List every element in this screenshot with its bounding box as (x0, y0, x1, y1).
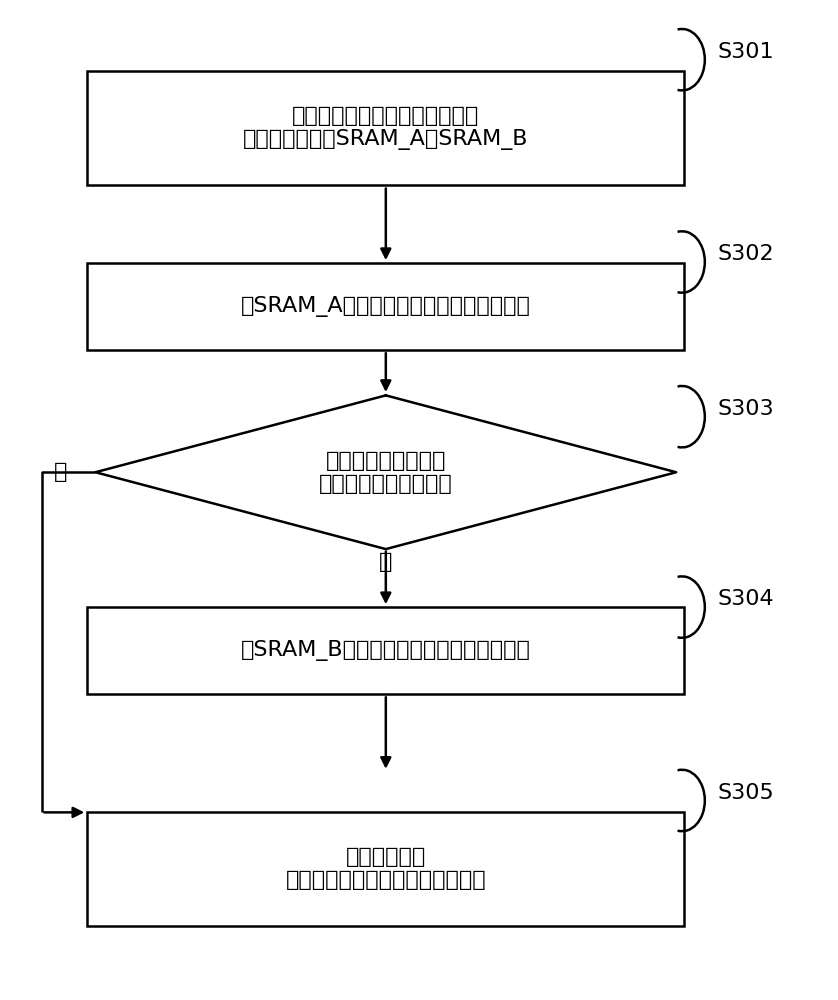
Text: S303: S303 (717, 399, 774, 419)
Text: 将当前发送的
序列号信息标记为合法序列号信息: 将当前发送的 序列号信息标记为合法序列号信息 (286, 847, 486, 890)
Text: 分别将第一序列号信息和第二序
列号信息加载到SRAM_A和SRAM_B: 分别将第一序列号信息和第二序 列号信息加载到SRAM_A和SRAM_B (243, 106, 529, 150)
Text: 序列号信息是否通过
成像装置的合法性验证: 序列号信息是否通过 成像装置的合法性验证 (319, 451, 453, 494)
Bar (87, 71, 685, 185)
Text: 否: 否 (379, 552, 392, 572)
Text: S304: S304 (717, 589, 774, 609)
Bar (87, 263, 685, 350)
Bar (87, 812, 685, 926)
Text: 是: 是 (54, 462, 67, 482)
Text: 将SRAM_B中的序列号信息发送给成像装置: 将SRAM_B中的序列号信息发送给成像装置 (241, 640, 530, 661)
Text: S302: S302 (717, 244, 774, 264)
Text: 将SRAM_A中的序列号信息发送给成像装置: 将SRAM_A中的序列号信息发送给成像装置 (241, 296, 530, 317)
Text: S305: S305 (717, 783, 774, 803)
Polygon shape (96, 395, 676, 549)
Text: S301: S301 (717, 42, 774, 62)
Bar (87, 607, 685, 694)
